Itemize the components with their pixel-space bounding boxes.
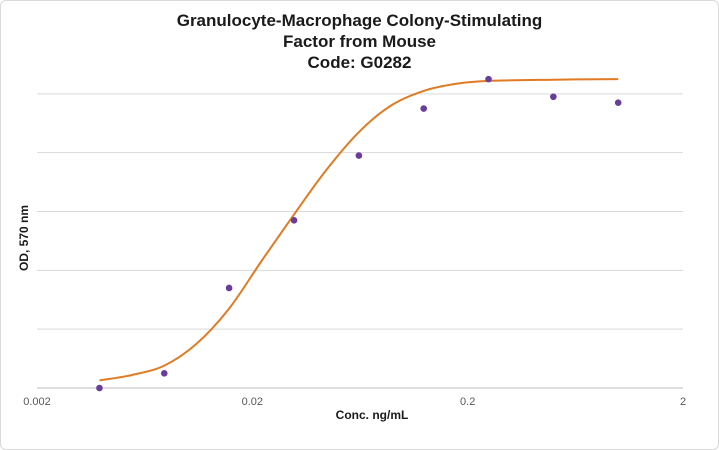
fit-curve-layer — [99, 78, 619, 382]
data-points — [96, 75, 622, 392]
chart-title-line-1: Granulocyte-Macrophage Colony-Stimulatin… — [176, 11, 543, 30]
x-axis-title: Conc. ng/mL — [336, 408, 409, 422]
x-tick-label: 2 — [680, 396, 686, 408]
data-point — [290, 217, 298, 224]
x-tick-label: 0.2 — [460, 396, 475, 408]
gridlines — [37, 93, 683, 330]
y-axis-title: OD, 570 nm — [17, 205, 31, 271]
fit-curve — [99, 78, 619, 382]
data-point — [225, 284, 233, 292]
data-point — [614, 99, 622, 106]
data-point — [355, 152, 363, 159]
data-point — [96, 384, 103, 392]
data-point — [485, 75, 492, 83]
data-point — [420, 105, 428, 112]
chart-title-line-3: Code: G0282 — [307, 53, 412, 72]
x-tick-labels: 0.002 0.02 0.2 2 — [23, 396, 686, 408]
x-tick-label: 0.02 — [242, 396, 263, 408]
chart-title: Granulocyte-Macrophage Colony-Stimulatin… — [0, 10, 719, 73]
data-point — [160, 369, 168, 377]
chart-title-line-2: Factor from Mouse — [282, 32, 437, 51]
data-point — [550, 93, 557, 101]
x-tick-label: 0.002 — [23, 396, 51, 408]
